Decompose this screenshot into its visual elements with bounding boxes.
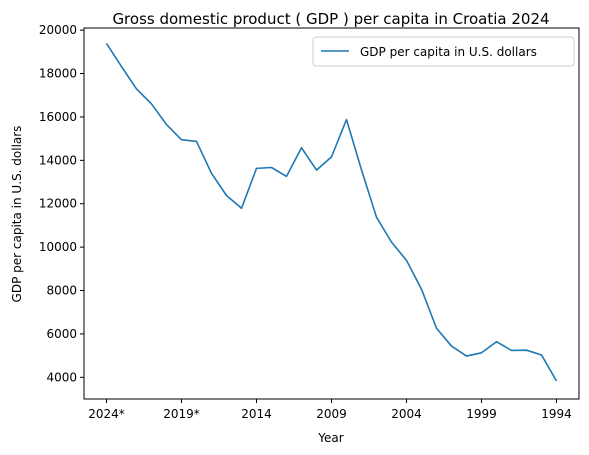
x-tick-label: 2009 (316, 407, 347, 421)
y-tick-label: 12000 (39, 197, 77, 211)
x-tick-label: 2024* (88, 407, 125, 421)
x-axis-label: Year (317, 431, 343, 445)
y-tick-label: 6000 (46, 327, 77, 341)
plot-area: 4000 6000 8000 10000 12000 14000 16000 18000 200… (39, 23, 572, 421)
x-tick-label: 2019* (163, 407, 200, 421)
y-tick-label: 16000 (39, 110, 77, 124)
axes-frame (83, 27, 580, 400)
y-tick-label: 18000 (39, 67, 77, 81)
legend-box (312, 36, 575, 67)
y-axis-label: GDP per capita in U.S. dollars (10, 126, 24, 303)
y-tick-label: 8000 (46, 284, 77, 298)
y-tick-label: 10000 (39, 240, 77, 254)
legend-label: GDP per capita in U.S. dollars (360, 45, 537, 59)
series-line (105, 42, 558, 382)
chart-title: Gross domestic product ( GDP ) per capit… (112, 10, 549, 28)
x-tick-label: 2014 (241, 407, 272, 421)
x-tick-label: 1994 (541, 407, 572, 421)
x-tick-label: 2004 (391, 407, 422, 421)
x-tick-label: 1999 (466, 407, 497, 421)
legend: GDP per capita in U.S. dollars (312, 36, 575, 67)
y-tick-label: 14000 (39, 153, 77, 167)
y-tick-label: 20000 (39, 23, 77, 37)
y-tick-label: 4000 (46, 370, 77, 384)
